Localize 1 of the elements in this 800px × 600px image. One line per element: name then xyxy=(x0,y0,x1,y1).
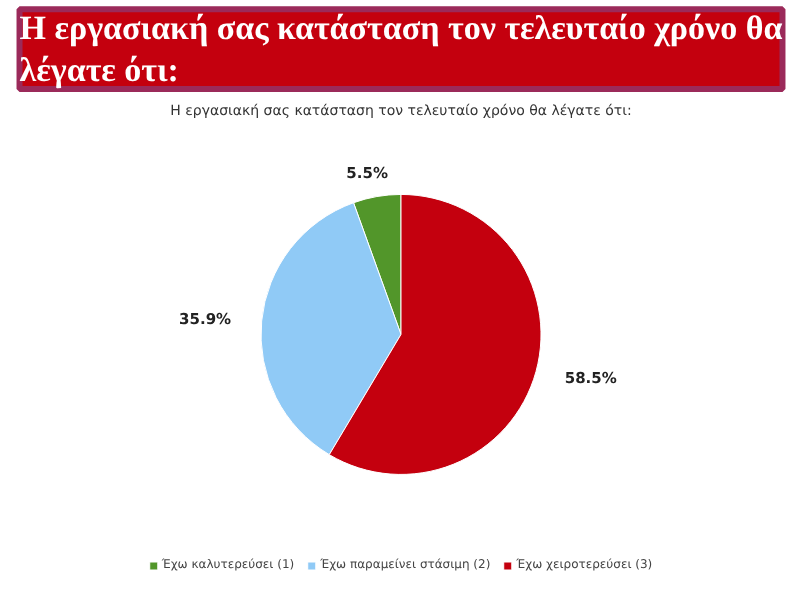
chart-subtitle: Η εργασιακή σας κατάσταση τον τελευταίο χρόνο θα λέγατε ότι: xyxy=(19,9,784,89)
